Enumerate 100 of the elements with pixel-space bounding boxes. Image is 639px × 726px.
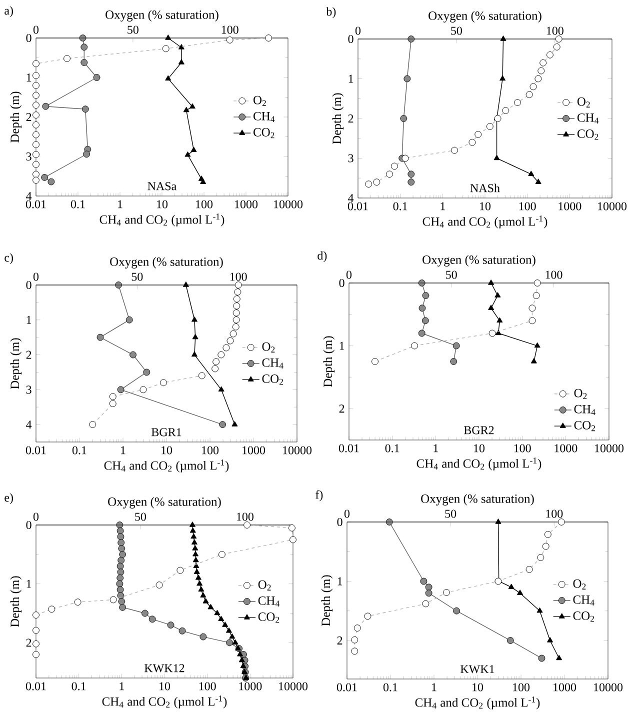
- x-tick-label: 1000: [235, 200, 258, 208]
- chart-title: c): [4, 253, 13, 264]
- chart-title: d): [318, 251, 327, 262]
- y-tick-label: 1: [340, 342, 344, 350]
- x-axis-title: CH$_{4}$ and CO$_{2}$ (µmol L$^{-1}$): [100, 214, 224, 226]
- y-tick-label: 1: [26, 580, 32, 588]
- x-tick-label: 100: [196, 200, 213, 208]
- x-tick-label: 0.01: [26, 682, 46, 690]
- x2-tick-label: 100: [222, 26, 238, 34]
- x2-tick-label: 100: [546, 510, 563, 518]
- annotation: NASh: [470, 184, 500, 192]
- annotation: NASa: [148, 182, 176, 190]
- x-tick-label: 0.1: [70, 200, 85, 208]
- x2-tick-label: 0: [33, 512, 39, 521]
- x-tick-label: 10000: [283, 446, 312, 454]
- x-tick-label: 100: [513, 683, 530, 692]
- y-tick-label: 0: [348, 34, 354, 44]
- annotation: BGR2: [464, 426, 494, 434]
- x-tick-label: 10: [472, 683, 484, 692]
- x2-axis-title: Oxygen (% saturation): [428, 11, 542, 23]
- y-axis-title: Depth (m): [10, 92, 22, 142]
- y-tick-label: 0: [26, 280, 32, 290]
- y-tick-label: 4: [26, 192, 32, 200]
- y-tick-label: 2: [339, 404, 344, 413]
- legend-label: O$_{2}$: [577, 97, 590, 108]
- legend-label: O$_{2}$: [574, 388, 587, 399]
- y-tick-label: 0: [337, 518, 342, 526]
- x-tick-label: 100: [199, 682, 216, 690]
- x-tick-label: 1000: [554, 683, 576, 692]
- legend-label: CH$_{4}$: [254, 112, 275, 122]
- x-tick-label: 1000: [239, 682, 262, 690]
- legend-label: CO$_{2}$: [573, 612, 594, 622]
- x-tick-label: 100: [519, 202, 536, 210]
- y-tick-label: 0: [26, 520, 32, 530]
- x2-tick-label: 100: [230, 272, 247, 281]
- y-tick-label: 0: [339, 278, 344, 288]
- x-tick-label: 1000: [242, 446, 266, 454]
- x-tick-label: 1: [440, 202, 445, 210]
- x-tick-label: 1: [432, 683, 436, 692]
- x-tick-label: 10: [157, 200, 168, 208]
- y-tick-label: 1: [338, 577, 342, 586]
- x-tick-label: 10000: [274, 200, 303, 208]
- x-tick-label: 1: [120, 682, 124, 690]
- y-tick-label: 2: [26, 113, 32, 121]
- legend-label: O$_{2}$: [262, 342, 275, 352]
- x2-tick-label: 50: [135, 512, 146, 521]
- legend-label: CH$_{4}$: [577, 113, 599, 124]
- y-axis-title: Depth (m): [10, 576, 22, 627]
- x-tick-label: 100: [514, 444, 531, 452]
- x-tick-label: 10000: [598, 202, 627, 210]
- legend-label: O$_{2}$: [573, 579, 586, 590]
- x-tick-label: 100: [202, 446, 219, 454]
- y-tick-label: 4: [26, 420, 32, 429]
- x-tick-label: 0.1: [383, 683, 398, 692]
- x-tick-label: 10: [162, 446, 172, 454]
- x-tick-label: 0.1: [72, 682, 86, 690]
- y-tick-label: 4: [348, 194, 354, 202]
- x2-tick-label: 50: [446, 270, 457, 279]
- chart-title: b): [326, 7, 336, 18]
- x-axis-title: CH$_{4}$ and CO$_{2}$ (µmol L$^{-1}$): [422, 216, 548, 228]
- y-tick-label: 1: [26, 74, 32, 82]
- legend-label: O$_{2}$: [254, 96, 266, 106]
- x-axis-title: CH$_{4}$ and CO$_{2}$ (µmol L$^{-1}$): [416, 458, 542, 470]
- y-tick-label: 2: [26, 350, 32, 359]
- x2-tick-label: 0: [33, 272, 39, 281]
- x-tick-label: 0.01: [348, 202, 368, 210]
- x-tick-label: 10: [160, 682, 170, 690]
- x2-axis-title: Oxygen (% saturation): [108, 497, 221, 508]
- x-tick-label: 0.1: [72, 446, 86, 454]
- legend-label: O$_{2}$: [258, 580, 271, 590]
- x-tick-label: 1000: [554, 444, 578, 452]
- x-tick-label: 0.01: [338, 444, 359, 452]
- x-tick-label: 0.01: [26, 446, 46, 454]
- y-axis-title: Depth (m): [323, 336, 335, 387]
- x2-tick-label: 50: [451, 26, 462, 35]
- x2-tick-label: 50: [132, 272, 143, 281]
- legend-label: CO$_{2}$: [574, 421, 596, 432]
- y-tick-label: 3: [26, 152, 32, 161]
- y-tick-label: 0: [26, 34, 32, 42]
- x2-tick-label: 100: [546, 270, 562, 279]
- annotation: KWK1: [460, 665, 494, 674]
- y-tick-label: 1: [26, 316, 32, 324]
- x-tick-label: 10: [474, 444, 485, 452]
- annotation: BGR1: [152, 428, 182, 436]
- legend-label: CH$_{4}$: [258, 596, 280, 607]
- legend-label: CO$_{2}$: [258, 612, 280, 623]
- x2-axis-title: Oxygen (% saturation): [110, 257, 223, 269]
- legend-label: CO$_{2}$: [577, 130, 598, 140]
- y-tick-label: 3: [26, 386, 32, 394]
- x-axis-title: CH$_{4}$ and CO$_{2}$ (µmol L$^{-1}$): [415, 696, 540, 710]
- legend-label: CO$_{2}$: [262, 374, 283, 385]
- chart-title: e): [4, 493, 13, 504]
- legend-label: CO$_{2}$: [254, 128, 274, 138]
- x-tick-label: 10000: [595, 444, 624, 452]
- y-tick-label: 2: [348, 114, 354, 122]
- x-tick-label: 0.1: [385, 444, 400, 452]
- x-axis-title: CH$_{4}$ and CO$_{2}$ (µmol L$^{-1}$): [104, 460, 229, 472]
- x-tick-label: 10000: [594, 683, 623, 692]
- x2-axis-title: Oxygen (% saturation): [106, 10, 218, 22]
- x2-tick-label: 0: [33, 26, 39, 34]
